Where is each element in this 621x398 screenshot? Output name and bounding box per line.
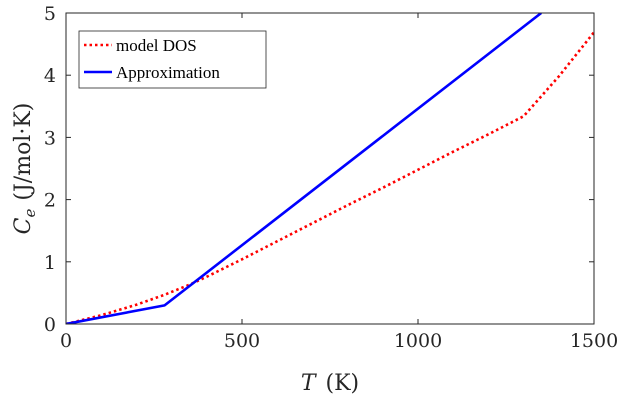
legend-label-0: model DOS (116, 36, 197, 55)
x-tick-label: 500 (224, 330, 260, 352)
y-axis-unit: (J/mol·K) (11, 103, 36, 201)
x-axis-title: T (K) (301, 371, 359, 396)
legend-label-1: Approximation (116, 63, 220, 82)
series-layer (66, 13, 594, 324)
y-tick-label: 0 (44, 314, 56, 336)
y-tick-label: 2 (44, 190, 56, 212)
y-axis-symbol: C (11, 217, 36, 234)
axes-layer: 0 500 1000 1500 0 1 2 3 4 5 T (K) Ce (J/mol·K) (11, 3, 618, 396)
x-tick-label: 0 (60, 330, 72, 352)
y-axis-subscript: e (21, 209, 39, 218)
x-axis-symbol: T (301, 371, 318, 396)
legend-box (78, 30, 267, 89)
x-tick-label: 1500 (570, 330, 618, 352)
y-tick-label: 3 (44, 127, 56, 149)
y-tick-label: 5 (44, 3, 56, 25)
y-tick-label: 4 (44, 65, 56, 87)
y-axis-title: Ce (J/mol·K) (11, 103, 39, 235)
x-tick-label: 1000 (394, 330, 442, 352)
x-axis-unit: (K) (326, 371, 360, 396)
y-tick-label: 1 (44, 252, 56, 274)
axes-frame (65, 12, 595, 325)
legend: model DOS Approximation (78, 30, 267, 89)
series-line-approximation (66, 13, 542, 324)
